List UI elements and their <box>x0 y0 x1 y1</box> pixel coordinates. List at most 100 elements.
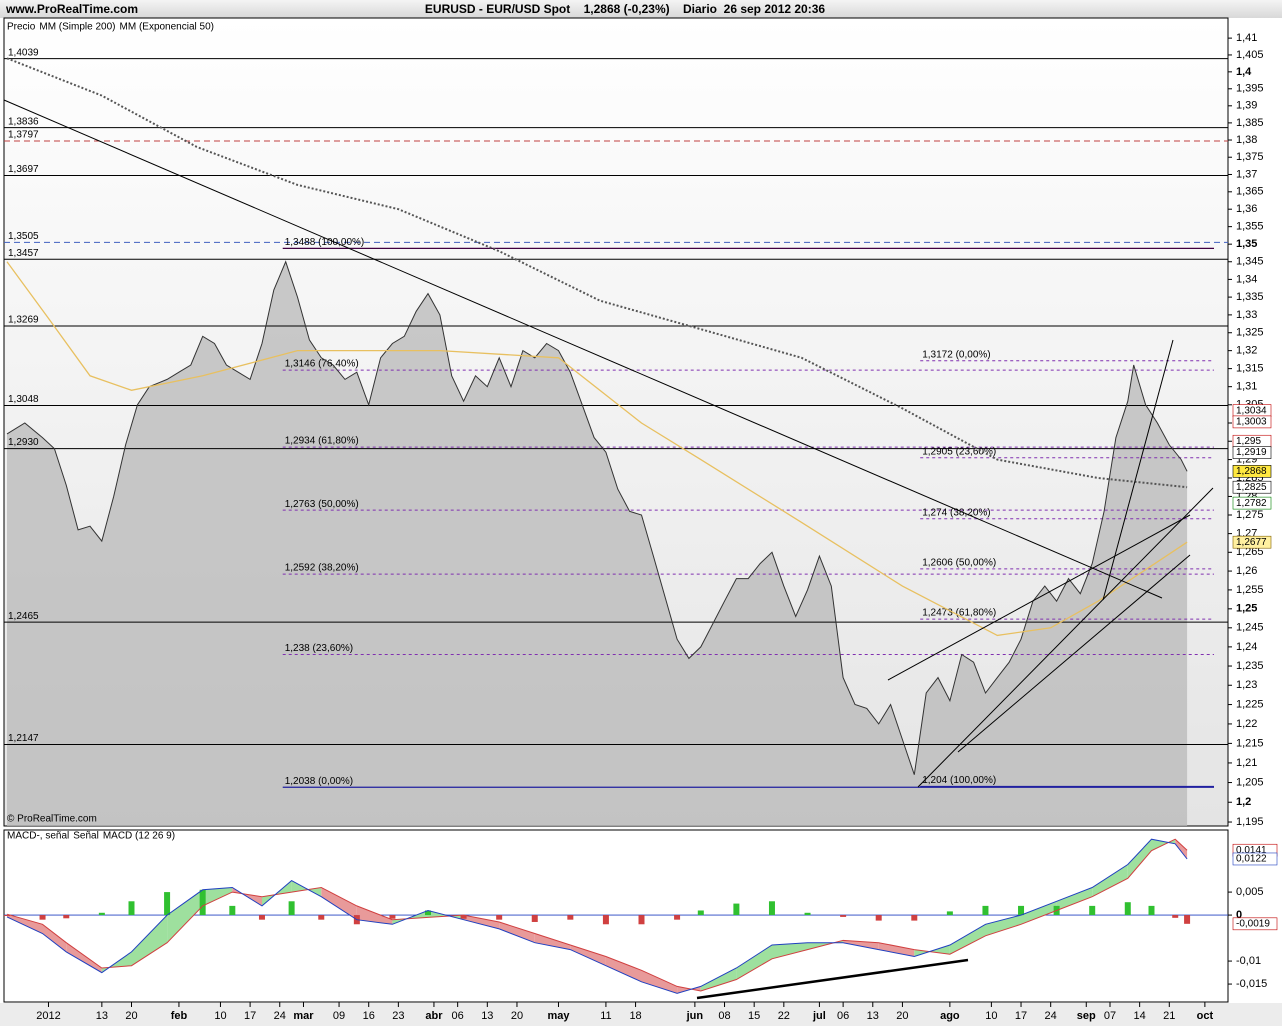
histogram-bar <box>460 915 467 919</box>
x-tick-label: 11 <box>600 1010 611 1022</box>
macd-fill <box>605 956 642 982</box>
trend-line <box>3 99 1163 599</box>
price-tag-label: 1,3003 <box>1236 417 1267 428</box>
y-tick-label: 1,375 <box>1236 151 1264 163</box>
price-tag-label: 1,2919 <box>1236 447 1267 458</box>
macd-fill <box>1175 839 1188 859</box>
price-tag-label: 1,2782 <box>1236 498 1267 509</box>
y-tick-label: 1,21 <box>1236 757 1257 769</box>
price-tag-label: 1,2677 <box>1236 537 1267 548</box>
y-tick-label: 1,395 <box>1236 83 1264 95</box>
price-tag-label: 1,2825 <box>1236 482 1267 493</box>
level-label: 1,2930 <box>8 437 39 448</box>
x-tick-label: 23 <box>392 1010 404 1022</box>
series-line <box>6 57 1188 489</box>
y-tick-label: 1,265 <box>1236 546 1264 558</box>
macd-tag-label: -0,0019 <box>1236 918 1270 929</box>
trend-line <box>887 514 1191 681</box>
x-tick-label: 13 <box>481 1010 493 1022</box>
trend-line <box>957 554 1191 753</box>
level-label: 1,3836 <box>8 116 39 127</box>
price-tag <box>1232 480 1272 494</box>
x-tick-label: 15 <box>748 1010 760 1022</box>
macd-fill <box>321 887 357 920</box>
y-tick-label: 1,235 <box>1236 660 1264 672</box>
histogram-bar <box>1148 905 1155 916</box>
macd-line <box>6 838 1188 992</box>
histogram-bar <box>98 912 105 916</box>
series-line <box>6 261 1188 637</box>
x-tick-label: 2012 <box>36 1010 60 1022</box>
fib-label: 1,2606 (50,00%) <box>922 557 996 568</box>
chart-title: EURUSD - EUR/USD Spot 1,2868 (-0,23%) Di… <box>425 2 825 16</box>
price-tag <box>1232 496 1272 510</box>
x-tick-label: 09 <box>333 1010 345 1022</box>
x-tick-label: ago <box>940 1010 960 1022</box>
x-tick-label: 24 <box>1045 1010 1057 1022</box>
legend-entry: MM (Exponencial 50) <box>120 22 214 33</box>
macd-fill <box>1056 887 1093 911</box>
y-tick-label: 1,335 <box>1236 291 1264 303</box>
fib-label: 1,3146 (76,40%) <box>285 359 359 370</box>
y-tick-label: 1,195 <box>1236 816 1264 828</box>
histogram-bar <box>128 901 135 916</box>
y-tick-label: 1,23 <box>1236 679 1257 691</box>
level-label: 1,3697 <box>8 164 39 175</box>
y-tick-label: 1,31 <box>1236 381 1257 393</box>
x-tick-label: abr <box>425 1010 443 1022</box>
trend-line <box>1102 339 1174 601</box>
histogram-bar <box>3 915 10 916</box>
macd-fill <box>736 945 772 980</box>
x-tick-label: jun <box>686 1010 704 1022</box>
histogram-bar <box>804 912 811 916</box>
fib-label: 1,2592 (38,20%) <box>285 563 359 574</box>
histogram-bar <box>531 915 538 922</box>
histogram-bar <box>63 915 70 919</box>
y-tick-label: 1,245 <box>1236 622 1264 634</box>
histogram-bar <box>638 915 645 925</box>
y-tick-label: 1,315 <box>1236 363 1264 375</box>
fib-label: 1,2038 (0,00%) <box>285 776 353 787</box>
macd-fill <box>7 914 43 934</box>
level-label: 1,3505 <box>8 231 39 242</box>
y-tick-label: 1,33 <box>1236 309 1257 321</box>
macd-fill <box>878 942 915 957</box>
level-label: 1,3457 <box>8 248 39 259</box>
y-tick-label: 1,37 <box>1236 168 1257 180</box>
legend-entry: Precio <box>7 22 36 33</box>
y-tick-label: 1,39 <box>1236 100 1257 112</box>
y-tick-label: 1,26 <box>1236 565 1257 577</box>
histogram-bar <box>982 905 989 916</box>
y-tick-label: 1,34 <box>1236 273 1257 285</box>
macd-fill <box>131 915 168 966</box>
x-tick-label: 17 <box>1015 1010 1027 1022</box>
y-tick-label: 1,385 <box>1236 117 1264 129</box>
macd-fill <box>42 924 67 952</box>
trend-line <box>917 487 1214 788</box>
level-label: 1,3048 <box>8 394 39 405</box>
macd-fill <box>700 968 737 991</box>
price-tag <box>1232 465 1272 478</box>
site-name: www.ProRealTime.com <box>5 2 138 16</box>
level-label: 1,3797 <box>8 130 39 141</box>
y-tick-label: -0,01 <box>1236 955 1261 967</box>
x-tick-label: jul <box>812 1010 826 1022</box>
fib-label: 1,3172 (0,00%) <box>922 349 990 360</box>
x-tick-label: sep <box>1077 1010 1096 1022</box>
fib-label: 1,238 (23,60%) <box>285 643 353 654</box>
y-tick-label: 1,225 <box>1236 698 1264 710</box>
histogram-bar <box>674 915 681 920</box>
histogram-bar <box>1184 915 1191 924</box>
x-tick-label: 10 <box>985 1010 997 1022</box>
series-line <box>6 260 1188 775</box>
level-label: 1,4039 <box>8 47 39 58</box>
price-area <box>7 261 1188 826</box>
x-tick-label: 14 <box>1134 1010 1146 1022</box>
price-tag-label: 1,295 <box>1236 436 1261 447</box>
copyright: © ProRealTime.com <box>7 814 97 825</box>
macd-fill <box>167 889 203 943</box>
macd-tag-label: 0,0141 <box>1236 845 1267 856</box>
y-tick-label: -0,015 <box>1236 978 1267 990</box>
